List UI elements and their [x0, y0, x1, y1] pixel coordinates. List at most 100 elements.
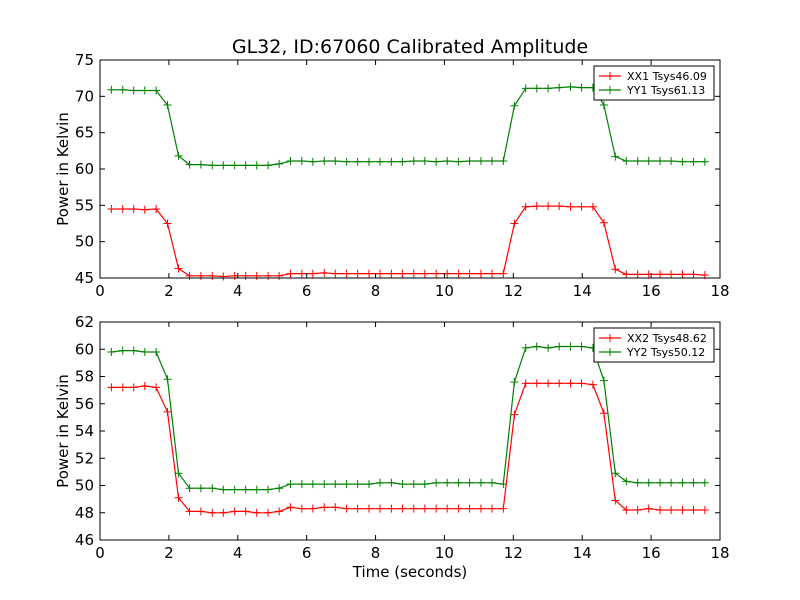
data-point	[487, 478, 496, 487]
data-point	[521, 84, 530, 93]
data-point	[208, 484, 217, 493]
data-point	[174, 264, 183, 273]
data-point	[208, 508, 217, 517]
data-point	[409, 157, 418, 166]
legend-item: YY1 Tsys61.13	[599, 84, 705, 97]
data-point	[633, 157, 642, 166]
data-point	[163, 407, 172, 416]
data-point	[308, 157, 317, 166]
x-tick-label: 0	[95, 282, 105, 300]
data-point	[174, 469, 183, 478]
legend-marker	[606, 348, 614, 356]
data-point	[241, 271, 250, 280]
data-point	[532, 379, 541, 388]
data-point	[544, 379, 553, 388]
data-point	[599, 218, 608, 227]
data-point	[577, 83, 586, 92]
data-point	[219, 508, 228, 517]
data-point	[510, 377, 519, 386]
data-point	[689, 270, 698, 279]
data-point	[443, 504, 452, 513]
data-point	[107, 383, 116, 392]
x-tick-label: 12	[504, 544, 523, 562]
data-point	[644, 504, 653, 513]
series-line	[111, 205, 705, 278]
data-point	[365, 157, 374, 166]
data-point	[376, 269, 385, 278]
data-point	[365, 480, 374, 489]
data-point	[443, 478, 452, 487]
data-point	[129, 204, 138, 213]
data-point	[599, 101, 608, 110]
data-point	[487, 157, 496, 166]
y-tick-label: 58	[75, 368, 94, 386]
data-point	[297, 504, 306, 513]
data-point	[320, 268, 329, 277]
x-tick-label: 16	[642, 282, 661, 300]
data-point	[241, 507, 250, 516]
data-point	[118, 204, 127, 213]
data-point	[208, 271, 217, 280]
data-point	[230, 161, 239, 170]
data-point	[252, 161, 261, 170]
data-point	[678, 478, 687, 487]
data-point	[555, 342, 564, 351]
legend-marker	[606, 72, 614, 80]
y-axis-label: Power in Kelvin	[54, 112, 72, 226]
data-point	[174, 151, 183, 160]
data-point	[611, 469, 620, 478]
y-tick-label: 75	[75, 51, 94, 69]
data-point	[308, 269, 317, 278]
data-point	[152, 86, 161, 95]
data-point	[656, 478, 665, 487]
data-point	[331, 503, 340, 512]
data-point	[387, 478, 396, 487]
data-point	[622, 157, 631, 166]
data-point	[196, 160, 205, 169]
data-point	[622, 270, 631, 279]
legend-item: XX2 Tsys48.62	[599, 332, 707, 345]
data-point	[241, 485, 250, 494]
data-point	[320, 157, 329, 166]
data-point	[185, 484, 194, 493]
data-point	[566, 379, 575, 388]
data-point	[342, 504, 351, 513]
data-point	[633, 270, 642, 279]
data-point	[163, 101, 172, 110]
data-point	[454, 478, 463, 487]
data-point	[588, 380, 597, 389]
data-point	[118, 346, 127, 355]
data-point	[499, 480, 508, 489]
data-point	[308, 504, 317, 513]
data-point	[420, 269, 429, 278]
data-point	[667, 270, 676, 279]
data-point	[633, 506, 642, 515]
data-point	[152, 383, 161, 392]
y-tick-label: 65	[75, 124, 94, 142]
data-point	[286, 157, 295, 166]
data-point	[297, 480, 306, 489]
legend-box	[593, 327, 715, 363]
data-point	[689, 506, 698, 515]
data-point	[656, 506, 665, 515]
legend-label: YY1 Tsys61.13	[626, 84, 705, 97]
data-point	[219, 272, 228, 281]
data-point	[566, 342, 575, 351]
data-point	[611, 496, 620, 505]
data-point	[599, 376, 608, 385]
x-tick-label: 4	[233, 282, 243, 300]
legend-box	[593, 65, 715, 101]
data-point	[163, 375, 172, 384]
data-point	[252, 508, 261, 517]
data-point	[566, 82, 575, 91]
y-tick-label: 50	[75, 233, 94, 251]
data-point	[432, 478, 441, 487]
x-tick-label: 8	[371, 544, 381, 562]
data-point	[656, 270, 665, 279]
x-tick-label: 4	[233, 544, 243, 562]
data-point	[633, 478, 642, 487]
data-point	[510, 410, 519, 419]
data-point	[544, 202, 553, 211]
data-point	[510, 219, 519, 228]
data-point	[544, 343, 553, 352]
